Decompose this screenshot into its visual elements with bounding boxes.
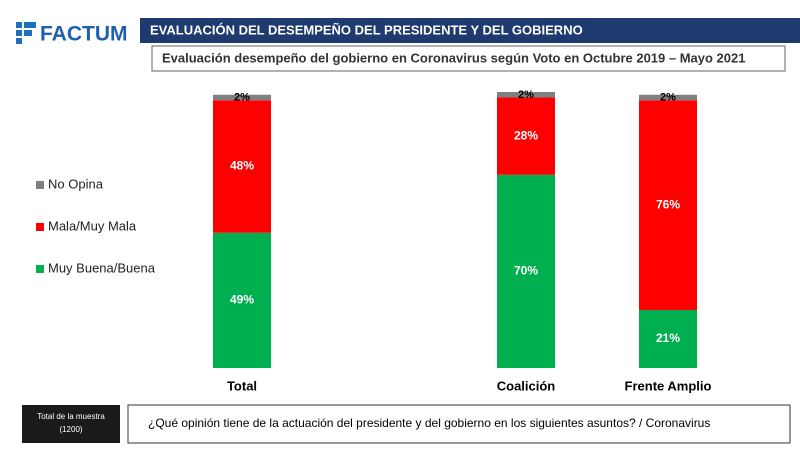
legend-swatch [36,181,44,189]
title-bar [140,18,800,43]
legend-swatch [36,223,44,231]
legend-label: Mala/Muy Mala [48,218,137,233]
note-box [22,405,120,443]
value-label: 76% [656,197,680,211]
bar-segment [497,92,555,98]
brand: FACTUM [40,23,128,46]
value-label: 49% [230,293,254,307]
legend-label: No Opina [48,176,104,191]
chart-title: EVALUACIÓN DEL DESEMPEÑO DEL PRESIDENTE … [150,22,583,37]
bar-segment [497,174,555,368]
value-label: 2% [518,89,534,101]
x-tick-label: Frente Amplio [625,378,712,393]
legend-swatch [36,265,44,273]
chart-subtitle: Evaluación desempeño del gobierno en Cor… [162,50,745,65]
value-label: 2% [660,92,676,104]
value-label: 70% [514,264,538,278]
bar-segment [213,232,271,368]
question: ¿Qué opinión tiene de la actuación del p… [148,416,710,430]
question-box [127,404,791,444]
note-line: Total de la muestra [37,412,105,421]
value-label: 28% [514,128,538,142]
subtitle-box [151,45,786,72]
value-label: 48% [230,159,254,173]
note-line: (1200) [59,425,82,434]
x-tick-label: Coalición [497,378,556,393]
bar-segment [213,100,271,233]
logo-icon [16,22,36,44]
value-label: 2% [234,92,250,104]
bar-segment [213,94,271,101]
bar-segment [639,310,697,368]
legend-label: Muy Buena/Buena [48,260,156,275]
bar-segment [639,100,697,311]
bar-segment [497,97,555,175]
bar-segment [639,94,697,101]
x-tick-label: Total [227,378,257,393]
value-label: 21% [656,331,680,345]
